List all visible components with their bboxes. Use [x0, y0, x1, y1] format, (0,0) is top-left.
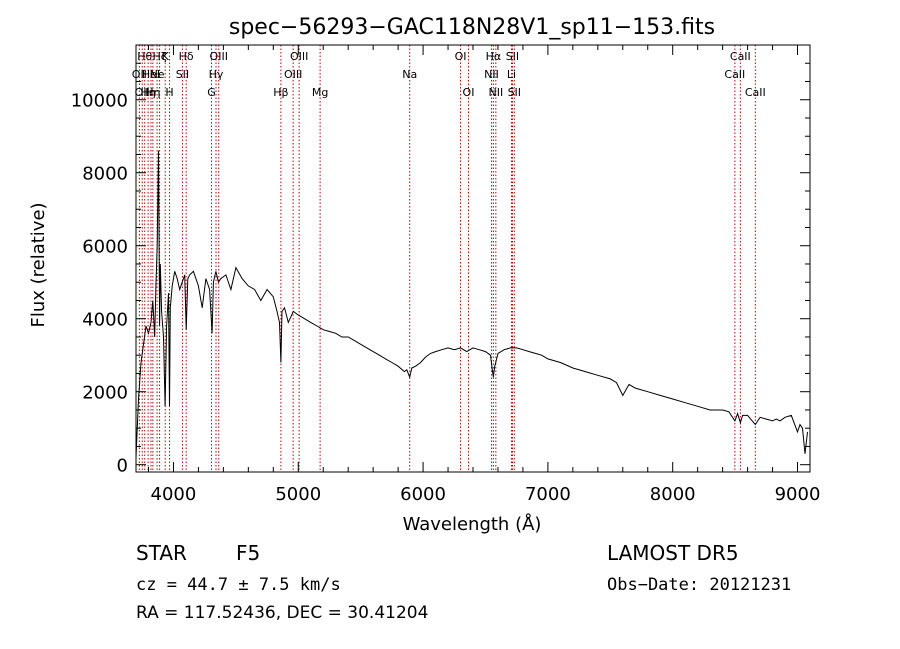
- y-tick-label: 0: [117, 456, 128, 477]
- y-tick-labels: 0 2000 4000 6000 8000 10000: [71, 91, 128, 477]
- emission-line-label: OIII: [290, 50, 308, 63]
- chart-title: spec−56293−GAC118N28V1_sp11−153.fits: [229, 15, 715, 40]
- y-axis-label: Flux (relative): [28, 202, 49, 327]
- emission-line-label: H: [165, 86, 173, 99]
- emission-line-labels: OIIOIIHθHηHeIHηNeHζKHSIIHδGHγOIIIHβOIIIO…: [132, 50, 766, 99]
- emission-line-label: Hα: [486, 50, 502, 63]
- emission-line-label: CaII: [730, 50, 751, 63]
- redshift-value: cz = 44.7 ± 7.5 km/s: [136, 575, 341, 595]
- emission-line-label: Li: [507, 68, 516, 81]
- survey-name: LAMOST DR5: [607, 541, 739, 565]
- emission-line-label: Hδ: [179, 50, 194, 63]
- y-tick-label: 6000: [82, 237, 128, 258]
- coordinates: RA = 117.52436, DEC = 30.41204: [136, 603, 429, 623]
- emission-line-label: Ne: [150, 68, 165, 81]
- emission-line-label: CaII: [745, 86, 766, 99]
- x-tick-label: 7000: [525, 484, 571, 505]
- object-type: STAR: [136, 541, 187, 565]
- y-tick-label: 2000: [82, 383, 128, 404]
- y-tick-label: 4000: [82, 310, 128, 331]
- emission-line-label: OI: [463, 86, 475, 99]
- x-tick-label: 6000: [400, 484, 446, 505]
- y-tick-label: 10000: [71, 91, 128, 112]
- emission-line-label: Hζ: [152, 50, 166, 63]
- x-tick-label: 8000: [650, 484, 696, 505]
- x-tick-label: 5000: [275, 484, 321, 505]
- emission-line-label: Hη: [145, 86, 160, 99]
- y-tick-label: 8000: [82, 164, 128, 185]
- x-tick-label: 9000: [775, 484, 821, 505]
- emission-line-label: Na: [402, 68, 417, 81]
- spectrum-series-line: [135, 150, 808, 458]
- x-axis-label: Wavelength (Å): [403, 513, 542, 535]
- x-tick-label: 4000: [151, 484, 197, 505]
- emission-line-markers: [138, 45, 756, 472]
- emission-line-label: K: [162, 50, 170, 63]
- observation-date: Obs−Date: 20121231: [607, 575, 792, 595]
- emission-line-label: OIII: [284, 68, 302, 81]
- axis-ticks: [136, 45, 810, 472]
- emission-line-label: HeI: [142, 68, 160, 81]
- emission-line-label: Mg: [312, 86, 328, 99]
- emission-line-label: SII: [506, 50, 519, 63]
- emission-line-label: OIII: [210, 50, 228, 63]
- emission-line-label: Hβ: [273, 86, 288, 99]
- emission-line-label: CaII: [724, 68, 745, 81]
- emission-line-label: G: [207, 86, 216, 99]
- emission-line-label: NII: [484, 68, 499, 81]
- plot-frame: [135, 44, 811, 473]
- emission-line-label: Hγ: [209, 68, 224, 81]
- x-tick-labels: 4000 5000 6000 7000 8000 9000: [151, 484, 821, 505]
- emission-line-label: OII: [135, 86, 150, 99]
- emission-line-label: OI: [455, 50, 467, 63]
- emission-line-label: Hθ: [137, 50, 152, 63]
- emission-line-label: SII: [508, 86, 521, 99]
- emission-line-label: NII: [488, 86, 503, 99]
- emission-line-label: Hη: [140, 86, 155, 99]
- emission-line-label: SII: [176, 68, 189, 81]
- spectral-subclass: F5: [236, 541, 261, 565]
